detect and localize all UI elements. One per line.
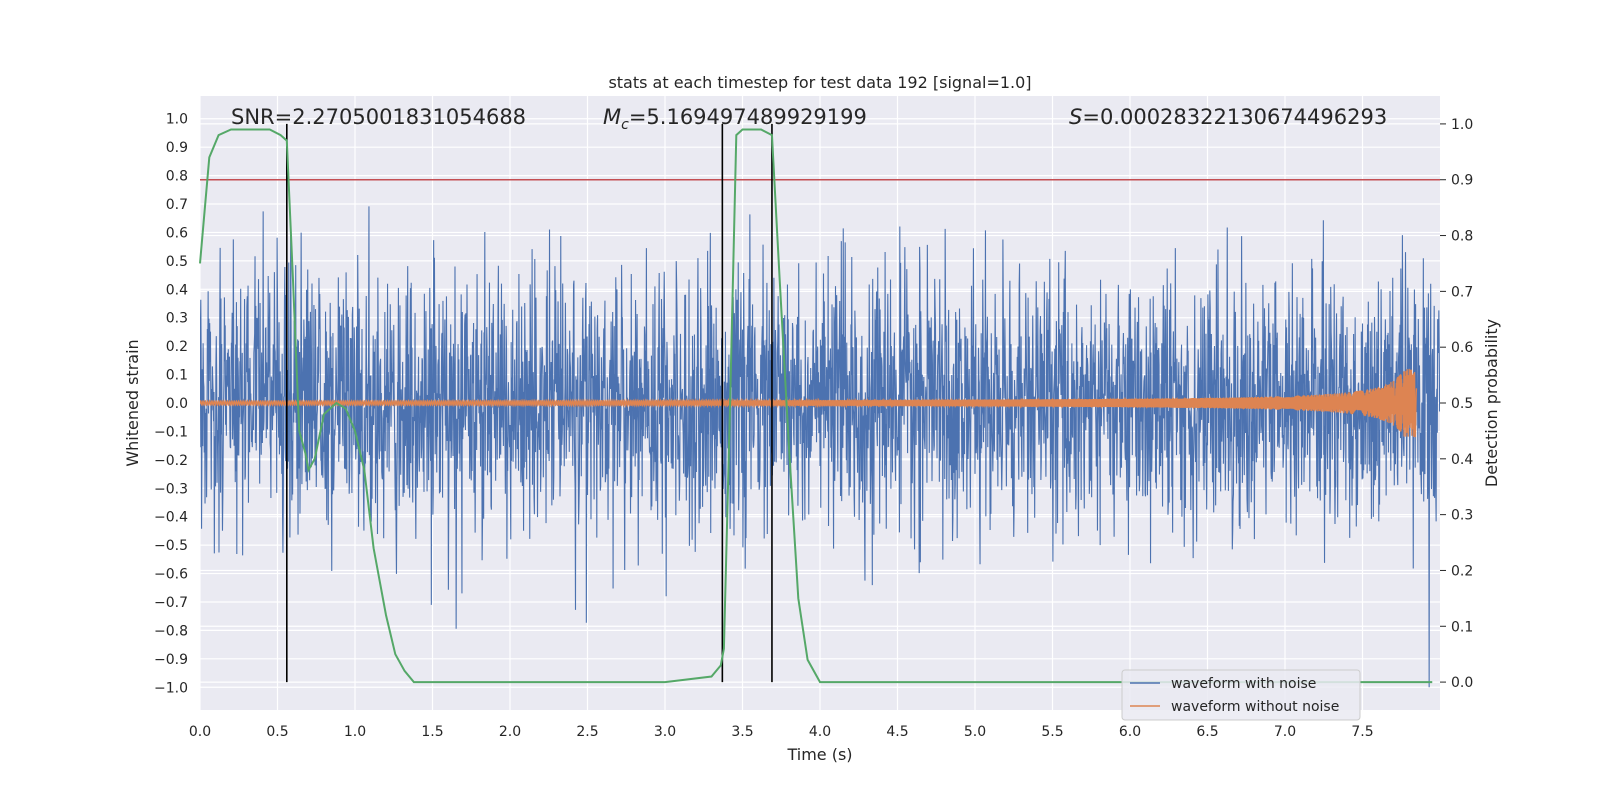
y-left-tick-label: 0.4 [166,282,188,298]
y-right-tick-label: 0.6 [1451,340,1473,356]
x-tick-label: 5.5 [1041,724,1063,740]
y-right-tick-labels: 1.0 0.9 0.8 0.7 0.6 0.5 0.4 0.3 0.2 0.1 0.0 [1440,117,1473,691]
y-right-axis-label: Detection probability [1482,319,1501,487]
detection-probability-line [199,128,1433,684]
x-tick-label: 6.0 [1119,724,1141,740]
y-right-tick-label: 0.0 [1451,675,1473,691]
x-axis-label: Time (s) [786,745,852,764]
y-left-axis-label: Whitened strain [123,339,142,466]
y-right-tick-label: 0.2 [1451,563,1473,579]
snr-annotation: SNR=2.2705001831054688 [231,105,526,129]
y-left-tick-label: 0.2 [166,339,188,355]
x-tick-label: 1.0 [344,724,366,740]
x-tick-labels: 0.0 0.5 1.0 1.5 2.0 2.5 3.0 3.5 4.0 4.5 5.0 5.5 6.0 6… [189,724,1374,740]
y-left-tick-label: 0.1 [166,368,188,384]
y-left-tick-label: −0.5 [154,538,188,554]
x-tick-label: 7.0 [1274,724,1296,740]
noisy-waveform-line [200,206,1440,688]
x-tick-label: 5.0 [964,724,986,740]
chirp-mass-subscript: c [621,117,629,133]
x-tick-label: 2.5 [576,724,598,740]
y-right-tick-label: 0.5 [1451,396,1473,412]
y-left-tick-label: −0.9 [154,652,188,668]
series-clip-group [200,123,1440,688]
x-tick-label: 0.0 [189,724,211,740]
y-left-tick-label: 0.8 [166,169,188,185]
clean-waveform-line [200,368,1418,438]
y-right-tick-label: 0.9 [1451,173,1473,189]
y-left-tick-label: 0.6 [166,225,188,241]
legend-label-clean: waveform without noise [1171,699,1339,715]
chirp-mass-value: =5.169497489929199 [629,105,867,129]
y-right-tick-label: 0.1 [1451,619,1473,635]
chirp-mass-symbol: M [603,105,621,129]
x-tick-label: 4.5 [886,724,908,740]
series-layer [199,123,1440,688]
legend-box [1121,669,1361,721]
s-value: =0.00028322130674496293 [1082,105,1387,129]
legend-label-noise: waveform with noise [1171,676,1316,692]
x-tick-label: 1.5 [421,724,443,740]
y-left-tick-label: 0.5 [166,254,188,270]
y-left-tick-label: −0.1 [154,424,188,440]
y-left-tick-label: −0.2 [154,453,188,469]
y-right-tick-label: 0.8 [1451,229,1473,245]
x-tick-label: 7.5 [1351,724,1373,740]
y-left-tick-label: −0.3 [154,481,188,497]
y-right-tick-label: 0.7 [1451,284,1473,300]
chart-title: stats at each timestep for test data 192… [608,73,1031,92]
y-left-tick-label: −1.0 [154,680,188,696]
x-tick-label: 4.0 [809,724,831,740]
x-tick-label: 6.5 [1196,724,1218,740]
y-left-tick-label: 0.0 [166,396,188,412]
x-tick-label: 2.0 [499,724,521,740]
y-left-tick-label: −0.8 [154,623,188,639]
legend: waveform with noise waveform without noi… [1121,669,1361,721]
x-tick-label: 0.5 [266,724,288,740]
chirp-mass-annotation: Mc=5.169497489929199 [603,105,867,133]
y-left-tick-label: 1.0 [166,112,188,128]
s-symbol: S [1069,105,1082,129]
y-left-tick-label: −0.4 [154,510,188,526]
x-tick-label: 3.0 [654,724,676,740]
s-annotation: S=0.00028322130674496293 [1069,105,1387,129]
y-left-tick-labels: 1.0 0.9 0.8 0.7 0.6 0.5 0.4 0.3 0.2 0.1 0.0 −0.1 −0.… [154,112,188,697]
y-right-tick-label: 0.4 [1451,452,1473,468]
y-right-tick-label: 0.3 [1451,508,1473,524]
y-left-tick-label: −0.7 [154,595,188,611]
y-right-tick-label: 1.0 [1451,117,1473,133]
y-left-tick-label: 0.7 [166,197,188,213]
y-left-tick-label: 0.3 [166,311,188,327]
x-tick-label: 3.5 [731,724,753,740]
y-left-tick-label: 0.9 [166,140,188,156]
y-left-tick-label: −0.6 [154,567,188,583]
